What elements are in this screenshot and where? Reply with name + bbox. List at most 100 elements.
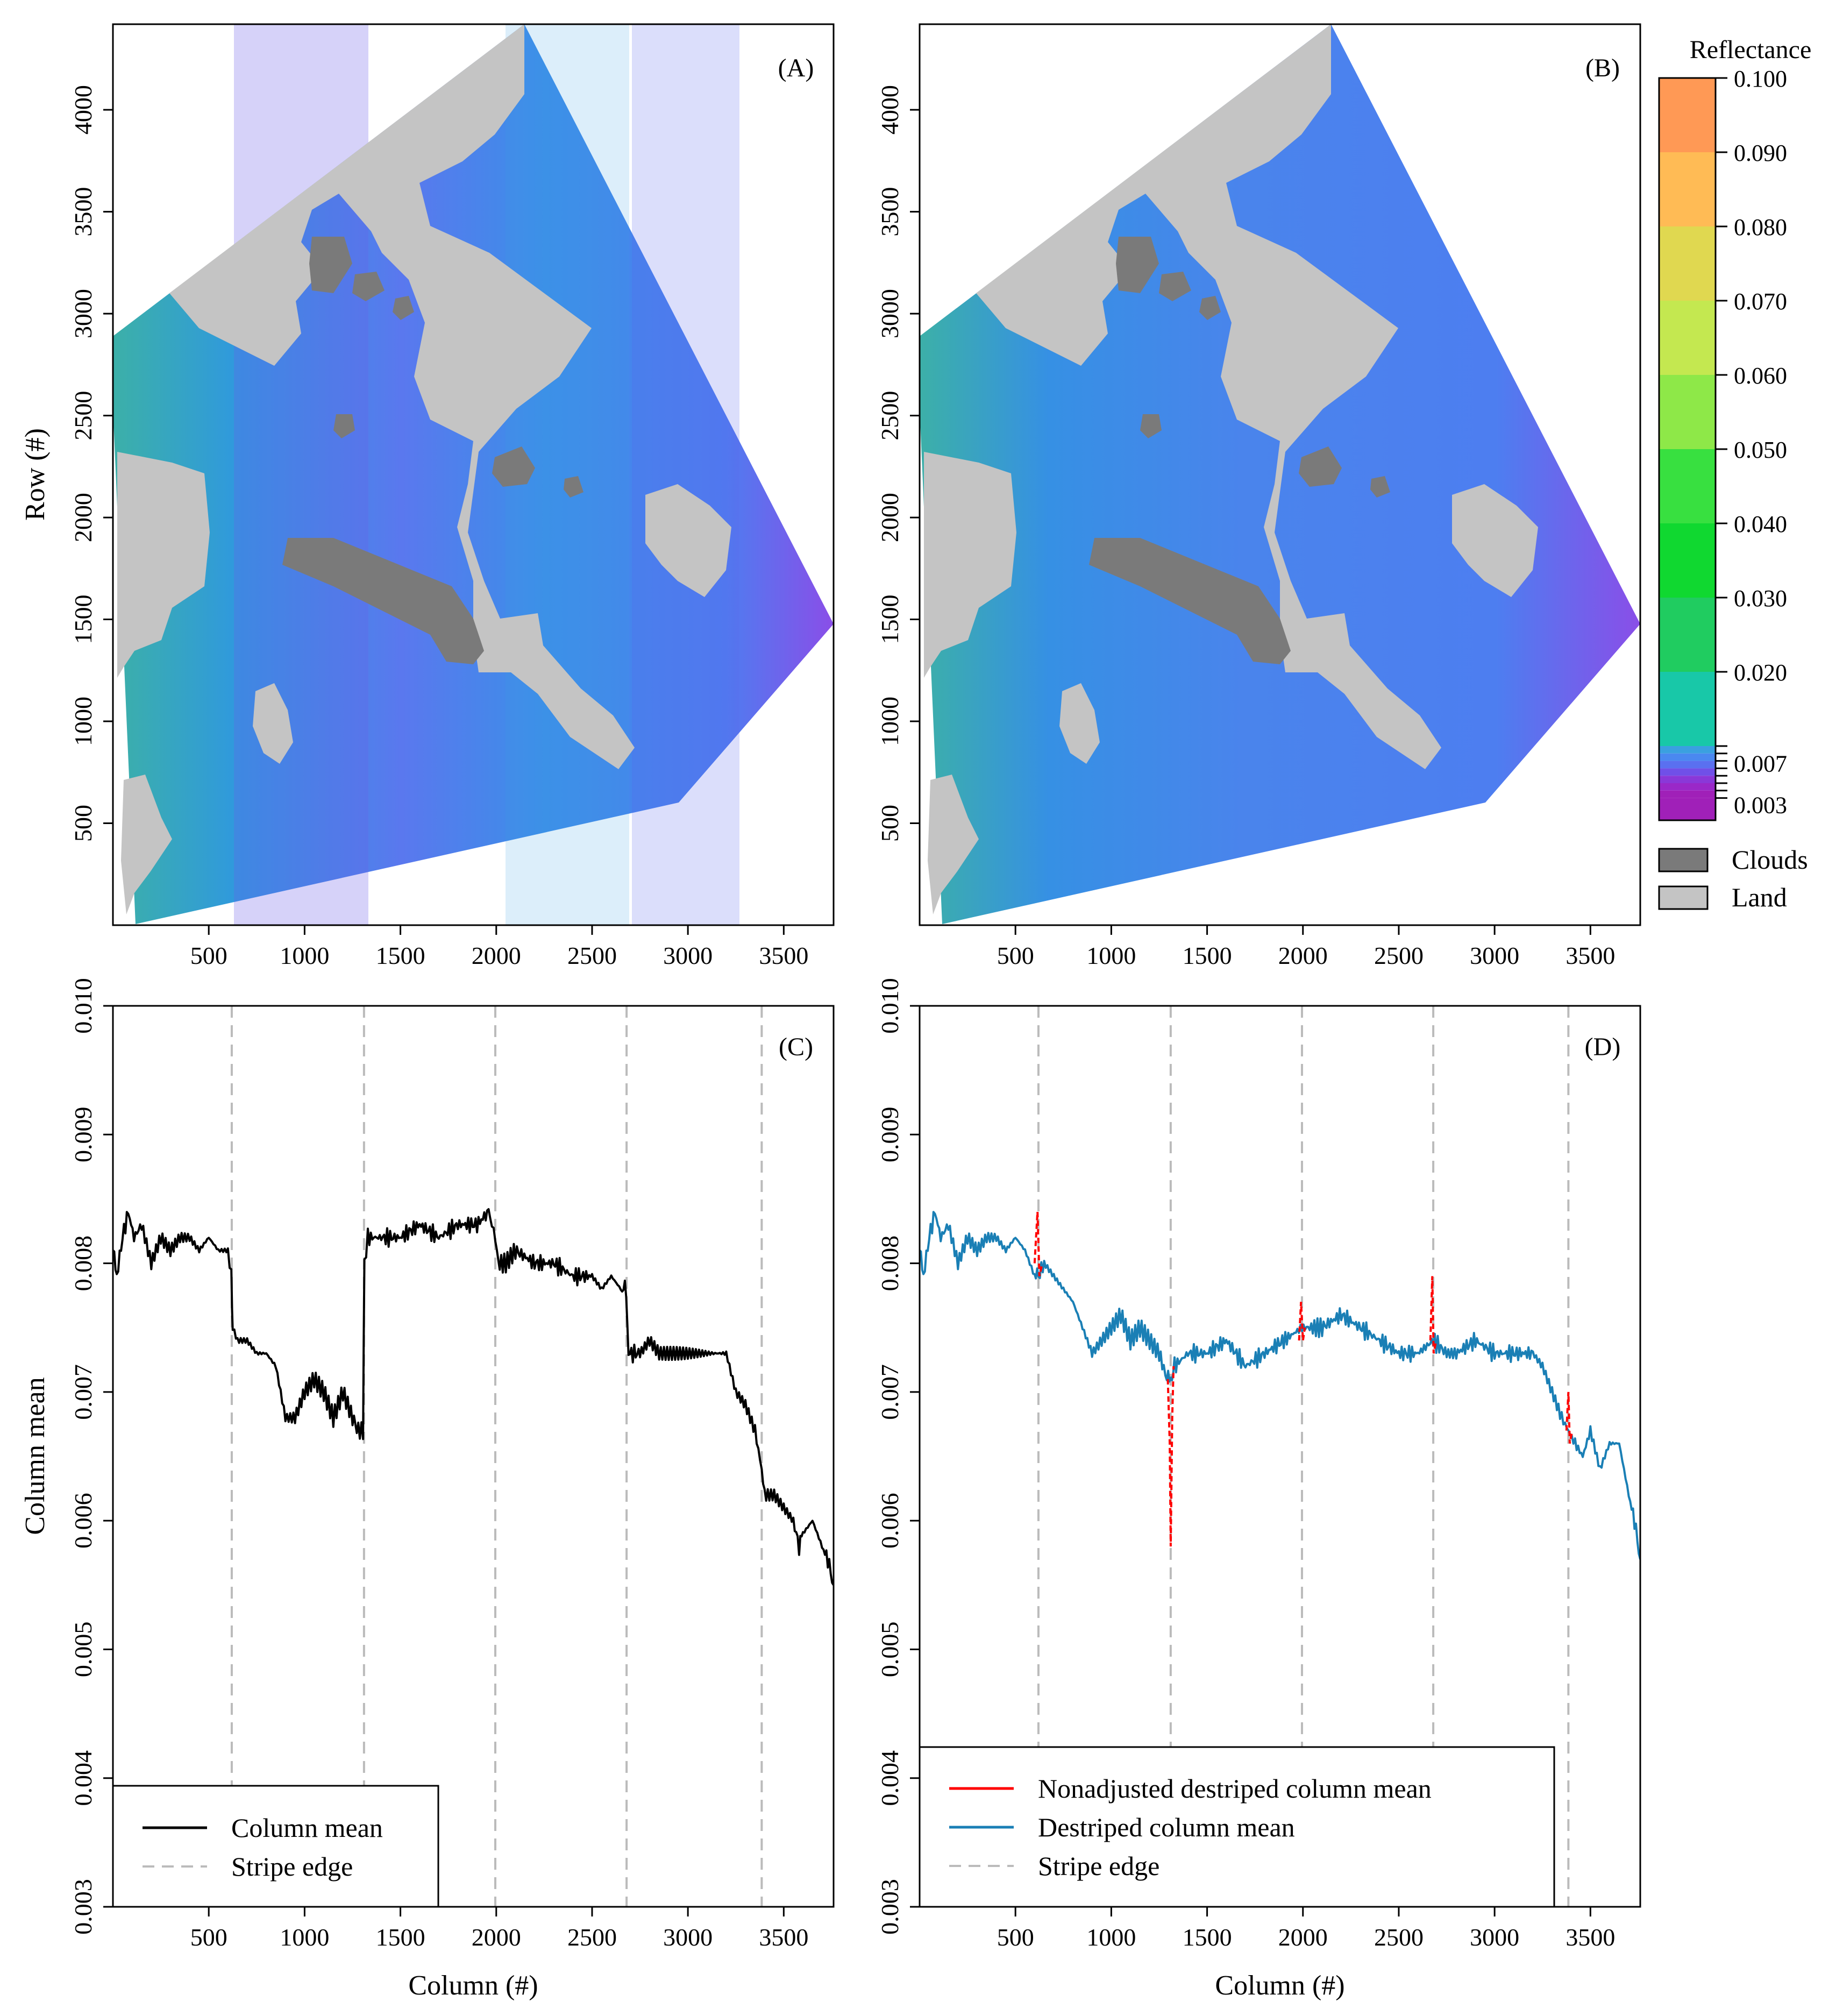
stripe-a-4 — [632, 24, 739, 925]
x-ticks-a: 500 1000 1500 2000 2500 3000 3500 — [190, 925, 808, 969]
land-a-2 — [117, 452, 210, 678]
y-tick-label: 3000 — [876, 289, 903, 338]
colorbar-label: 0.020 — [1734, 659, 1787, 686]
nonadjusted-segment — [1033, 1211, 1044, 1276]
x-tick-label: 3000 — [1470, 1923, 1519, 1951]
y-tick-label: 3500 — [876, 187, 903, 237]
plot-frame-b — [919, 23, 1641, 926]
y-tick-label: 0.005 — [69, 1622, 97, 1678]
x-tick-label: 1500 — [376, 942, 425, 969]
land-a-3 — [645, 484, 731, 597]
colorbar-band-fine — [1659, 746, 1716, 754]
colorbar-band — [1659, 598, 1716, 672]
y-tick-label: 0.005 — [876, 1622, 903, 1678]
legend-d-label-edge: Stripe edge — [1038, 1851, 1159, 1881]
x-tick-label: 3500 — [759, 1923, 808, 1951]
y-tick-label: 2500 — [69, 391, 97, 441]
panel-a: (A) 500 1000 1500 2000 2500 3000 3500 500 1000 1… — [20, 23, 835, 969]
x-tick-label: 1000 — [1086, 1923, 1136, 1951]
cloud-b-4 — [1089, 538, 1291, 664]
map-b — [920, 24, 1640, 924]
legend-land-label: Land — [1732, 882, 1787, 912]
x-tick-label: 3000 — [663, 1923, 713, 1951]
cloud-b-3 — [1199, 296, 1221, 320]
cloud-b-2 — [1159, 272, 1191, 301]
y-tick-label: 3500 — [69, 187, 97, 237]
colorbar-band-fine — [1659, 761, 1716, 769]
colorbar-band-fine — [1659, 798, 1716, 820]
x-tick-label: 2500 — [567, 1923, 617, 1951]
cloud-a-6 — [564, 476, 584, 498]
y-axis-label-c: Column mean — [20, 1377, 51, 1535]
y-tick-label: 1000 — [69, 697, 97, 746]
legend-land-swatch — [1658, 885, 1709, 910]
colorbar-band — [1659, 226, 1716, 301]
y-tick-label: 0.003 — [69, 1879, 97, 1935]
legend-box-c — [112, 1785, 439, 1908]
nonadjusted-segment — [1298, 1302, 1306, 1341]
y-tick-label: 0.010 — [69, 978, 97, 1034]
y-tick-label: 0.004 — [876, 1750, 903, 1806]
land-a-4 — [253, 683, 293, 764]
y-tick-label: 4000 — [876, 85, 903, 134]
panel-b: (B) 500 1000 1500 2000 2500 3000 3500 500 1000 1… — [876, 23, 1641, 969]
cloud-b-7 — [1140, 414, 1162, 438]
y-ticks-a: 500 1000 1500 2000 2500 3000 3500 4000 — [69, 85, 113, 842]
cloud-a-3 — [393, 296, 414, 320]
legend-c-label-mean: Column mean — [231, 1813, 383, 1843]
colorbar-label: 0.050 — [1734, 437, 1787, 463]
x-ticks-c: 500 1000 1500 2000 2500 3000 3500 — [190, 1907, 808, 1951]
legend-box-d — [919, 1746, 1555, 1908]
y-axis-label-a: Row (#) — [20, 428, 51, 521]
land-a-5 — [121, 775, 172, 914]
land-b-5 — [928, 775, 979, 914]
x-tick-label: 1000 — [1086, 942, 1136, 969]
panel-c: (C) 500 1000 1500 2000 2500 3000 3500 0.0030.0… — [20, 978, 835, 2001]
nonadjusted-segment — [1166, 1366, 1175, 1547]
x-tick-label: 1500 — [1183, 1923, 1232, 1951]
colorbar-band — [1659, 301, 1716, 375]
colorbar-title: Reflectance — [1690, 36, 1812, 64]
cloud-a-7 — [333, 414, 355, 438]
y-tick-label: 2000 — [69, 493, 97, 542]
colorbar-band — [1659, 152, 1716, 226]
y-tick-label: 0.009 — [876, 1107, 903, 1163]
colorbar-label: 0.080 — [1734, 214, 1787, 240]
x-ticks-b: 500 1000 1500 2000 2500 3000 3500 — [997, 925, 1615, 969]
land-b-2 — [924, 452, 1016, 678]
cloud-a-2 — [352, 272, 385, 301]
legend-clouds: Clouds — [1658, 844, 1808, 875]
land-b-4 — [1059, 683, 1100, 764]
panel-label-b: (B) — [1585, 54, 1620, 82]
x-tick-label: 1000 — [280, 942, 329, 969]
x-tick-label: 1000 — [280, 1923, 329, 1951]
x-axis-label-c: Column (#) — [408, 1970, 538, 2001]
plot-area-d — [920, 1006, 1640, 1907]
y-tick-label: 2500 — [876, 391, 903, 441]
colorbar-label: 0.070 — [1734, 288, 1787, 315]
x-tick-label: 2000 — [472, 1923, 521, 1951]
x-tick-label: 2000 — [1278, 942, 1328, 969]
cloud-a-1 — [309, 237, 352, 293]
y-tick-label: 0.008 — [876, 1236, 903, 1291]
series-line — [113, 1208, 834, 1586]
x-ticks-d: 500 1000 1500 2000 2500 3000 3500 — [997, 1907, 1615, 1951]
panel-label-c: (C) — [779, 1033, 813, 1061]
plot-area-c — [113, 1006, 834, 1907]
colorbar-band-fine — [1659, 776, 1716, 783]
colorbar-band — [1659, 78, 1716, 152]
y-tick-label: 0.006 — [69, 1493, 97, 1549]
x-tick-label: 500 — [190, 1923, 227, 1951]
x-tick-label: 2500 — [567, 942, 617, 969]
y-ticks-c: 0.003 0.004 0.005 0.006 0.007 0.008 0.009 0.010 — [69, 978, 113, 1935]
cloud-b-1 — [1116, 237, 1159, 293]
colorbar-label: 0.007 — [1734, 750, 1787, 777]
x-tick-label: 2000 — [1278, 1923, 1328, 1951]
x-tick-label: 3500 — [1566, 942, 1615, 969]
cloud-b-6 — [1370, 476, 1390, 498]
legend-d: Nonadjusted destriped column mean Destri… — [919, 1746, 1555, 1908]
x-tick-label: 500 — [997, 1923, 1034, 1951]
y-tick-label: 0.004 — [69, 1750, 97, 1806]
y-tick-label: 1000 — [876, 697, 903, 746]
colorbar-label: 0.060 — [1734, 363, 1787, 389]
